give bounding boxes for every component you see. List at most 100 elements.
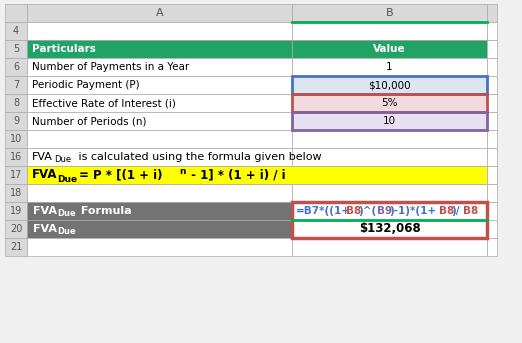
Bar xyxy=(487,238,497,256)
Bar xyxy=(27,148,292,166)
Text: FVA: FVA xyxy=(32,168,57,181)
Bar xyxy=(487,22,497,40)
Bar xyxy=(5,184,27,202)
Text: Number of Payments in a Year: Number of Payments in a Year xyxy=(32,62,189,72)
Bar xyxy=(27,58,292,76)
Bar xyxy=(27,112,292,130)
Text: FVA: FVA xyxy=(33,224,57,234)
Bar xyxy=(292,238,487,256)
Text: 5%: 5% xyxy=(381,98,398,108)
Bar xyxy=(5,130,27,148)
Bar xyxy=(487,130,497,148)
Bar xyxy=(487,220,497,238)
Bar xyxy=(27,220,292,238)
Text: 9: 9 xyxy=(13,116,19,126)
Bar xyxy=(27,22,292,40)
Text: B8: B8 xyxy=(438,206,454,216)
Bar xyxy=(27,166,487,184)
Bar xyxy=(5,202,27,220)
Bar xyxy=(487,148,497,166)
Bar xyxy=(487,166,497,184)
Text: B9: B9 xyxy=(376,206,392,216)
Text: Formula: Formula xyxy=(77,206,132,216)
Text: $10,000: $10,000 xyxy=(368,80,411,90)
Bar xyxy=(5,76,27,94)
Text: Due: Due xyxy=(57,175,77,184)
Text: )^(: )^( xyxy=(358,206,376,216)
Bar xyxy=(292,130,487,148)
Text: n: n xyxy=(179,166,185,176)
Bar xyxy=(5,238,27,256)
Bar xyxy=(5,58,27,76)
Text: 10: 10 xyxy=(383,116,396,126)
Bar xyxy=(292,112,487,130)
Bar xyxy=(5,94,27,112)
Text: 1: 1 xyxy=(386,62,393,72)
Bar xyxy=(292,94,487,112)
Bar xyxy=(27,202,292,220)
Text: Effective Rate of Interest (i): Effective Rate of Interest (i) xyxy=(32,98,176,108)
Text: Due: Due xyxy=(54,155,71,165)
Text: 19: 19 xyxy=(10,206,22,216)
Bar xyxy=(27,184,292,202)
Text: Due: Due xyxy=(57,210,76,218)
Bar xyxy=(487,58,497,76)
Bar xyxy=(292,76,487,94)
Bar xyxy=(292,148,487,166)
Bar xyxy=(27,238,292,256)
Text: A: A xyxy=(156,8,163,18)
Text: 5: 5 xyxy=(13,44,19,54)
Bar xyxy=(27,4,292,22)
Bar xyxy=(292,40,487,58)
Bar xyxy=(5,4,27,22)
Bar xyxy=(487,202,497,220)
Text: Periodic Payment (P): Periodic Payment (P) xyxy=(32,80,139,90)
Text: 18: 18 xyxy=(10,188,22,198)
Text: 6: 6 xyxy=(13,62,19,72)
Bar xyxy=(5,148,27,166)
Bar xyxy=(27,130,292,148)
Bar xyxy=(487,112,497,130)
Bar xyxy=(292,166,487,184)
Text: 10: 10 xyxy=(10,134,22,144)
Text: FVA: FVA xyxy=(32,152,53,162)
Text: 7: 7 xyxy=(13,80,19,90)
Text: = P * [(1 + i): = P * [(1 + i) xyxy=(79,168,162,181)
Text: =B7*((1+: =B7*((1+ xyxy=(296,206,351,216)
Text: 17: 17 xyxy=(10,170,22,180)
Text: )/: )/ xyxy=(451,206,459,216)
Bar xyxy=(292,94,487,112)
Bar xyxy=(487,40,497,58)
Bar xyxy=(5,220,27,238)
Bar xyxy=(292,112,487,130)
Text: FVA: FVA xyxy=(33,206,57,216)
Bar xyxy=(292,202,487,220)
Text: is calculated using the formula given below: is calculated using the formula given be… xyxy=(75,152,322,162)
Bar xyxy=(292,202,487,238)
Text: 20: 20 xyxy=(10,224,22,234)
Text: Due: Due xyxy=(57,227,76,237)
Bar xyxy=(27,94,292,112)
Text: 21: 21 xyxy=(10,242,22,252)
Bar xyxy=(487,94,497,112)
Bar xyxy=(27,40,292,58)
Bar xyxy=(292,76,487,94)
Bar xyxy=(487,76,497,94)
Bar xyxy=(292,184,487,202)
Text: B8: B8 xyxy=(346,206,361,216)
Text: 16: 16 xyxy=(10,152,22,162)
Text: $132,068: $132,068 xyxy=(359,223,420,236)
Text: )-1)*(1+: )-1)*(1+ xyxy=(389,206,436,216)
Bar xyxy=(487,166,497,184)
Bar xyxy=(292,58,487,76)
Bar xyxy=(292,22,487,40)
Text: 4: 4 xyxy=(13,26,19,36)
Text: - 1] * (1 + i) / i: - 1] * (1 + i) / i xyxy=(187,168,286,181)
Bar xyxy=(5,40,27,58)
Text: Particulars: Particulars xyxy=(32,44,96,54)
Text: Number of Periods (n): Number of Periods (n) xyxy=(32,116,147,126)
Bar xyxy=(487,184,497,202)
Bar xyxy=(27,76,292,94)
Text: Value: Value xyxy=(373,44,406,54)
Bar xyxy=(487,4,497,22)
